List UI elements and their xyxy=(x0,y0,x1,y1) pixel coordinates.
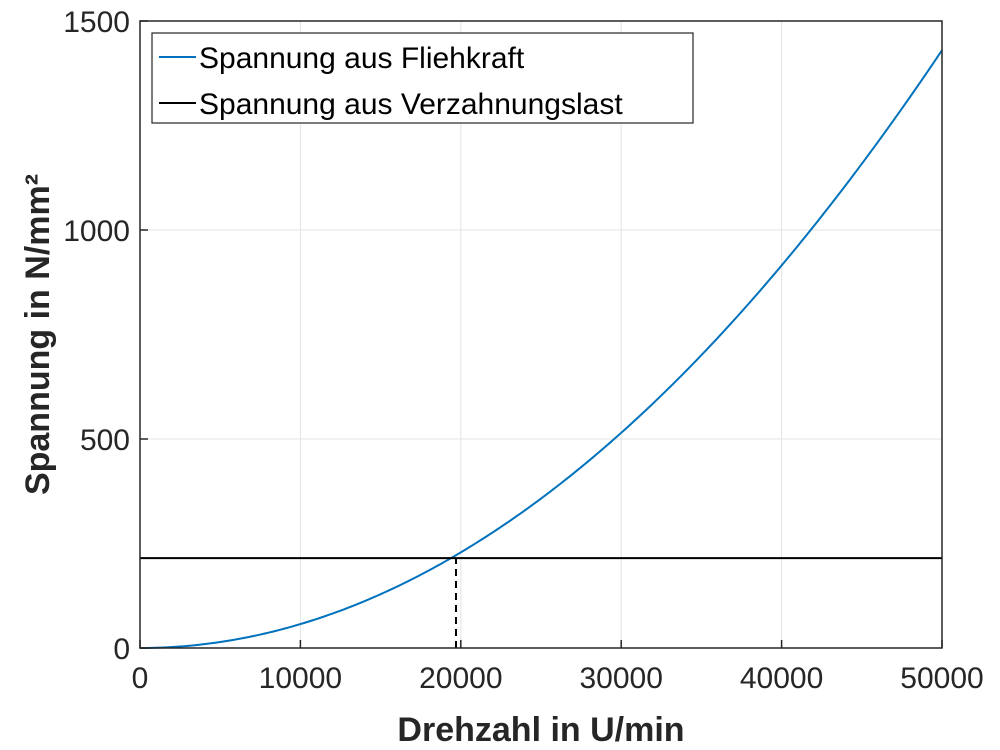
y-tick-label: 0 xyxy=(113,633,130,666)
x-tick-label: 20000 xyxy=(419,662,502,695)
series-line-0 xyxy=(139,49,943,649)
legend-label-fliehkraft: Spannung aus Fliehkraft xyxy=(199,42,525,75)
axes xyxy=(139,20,943,649)
y-axis-label: Spannung in N/mm² xyxy=(19,174,57,495)
legend-box xyxy=(151,32,694,124)
legend: Spannung aus Fliehkraft Spannung aus Ver… xyxy=(151,32,694,124)
x-tick-label: 40000 xyxy=(740,662,823,695)
x-tick-label: 0 xyxy=(132,662,149,695)
ticks: 0 10000 20000 30000 40000 50000 0 500 1000 1500 xyxy=(63,6,983,695)
x-axis-label: Drehzahl in U/min xyxy=(397,711,684,749)
x-tick-label: 50000 xyxy=(900,662,983,695)
y-tick-label: 500 xyxy=(80,424,130,457)
plot-area-frame xyxy=(139,20,943,649)
legend-label-verzahnungslast: Spannung aus Verzahnungslast xyxy=(199,88,623,121)
y-tick-label: 1000 xyxy=(63,215,130,248)
series-layer xyxy=(139,49,943,649)
x-tick-label: 10000 xyxy=(259,662,342,695)
x-tick-label: 30000 xyxy=(579,662,662,695)
y-tick-label: 1500 xyxy=(63,6,130,39)
